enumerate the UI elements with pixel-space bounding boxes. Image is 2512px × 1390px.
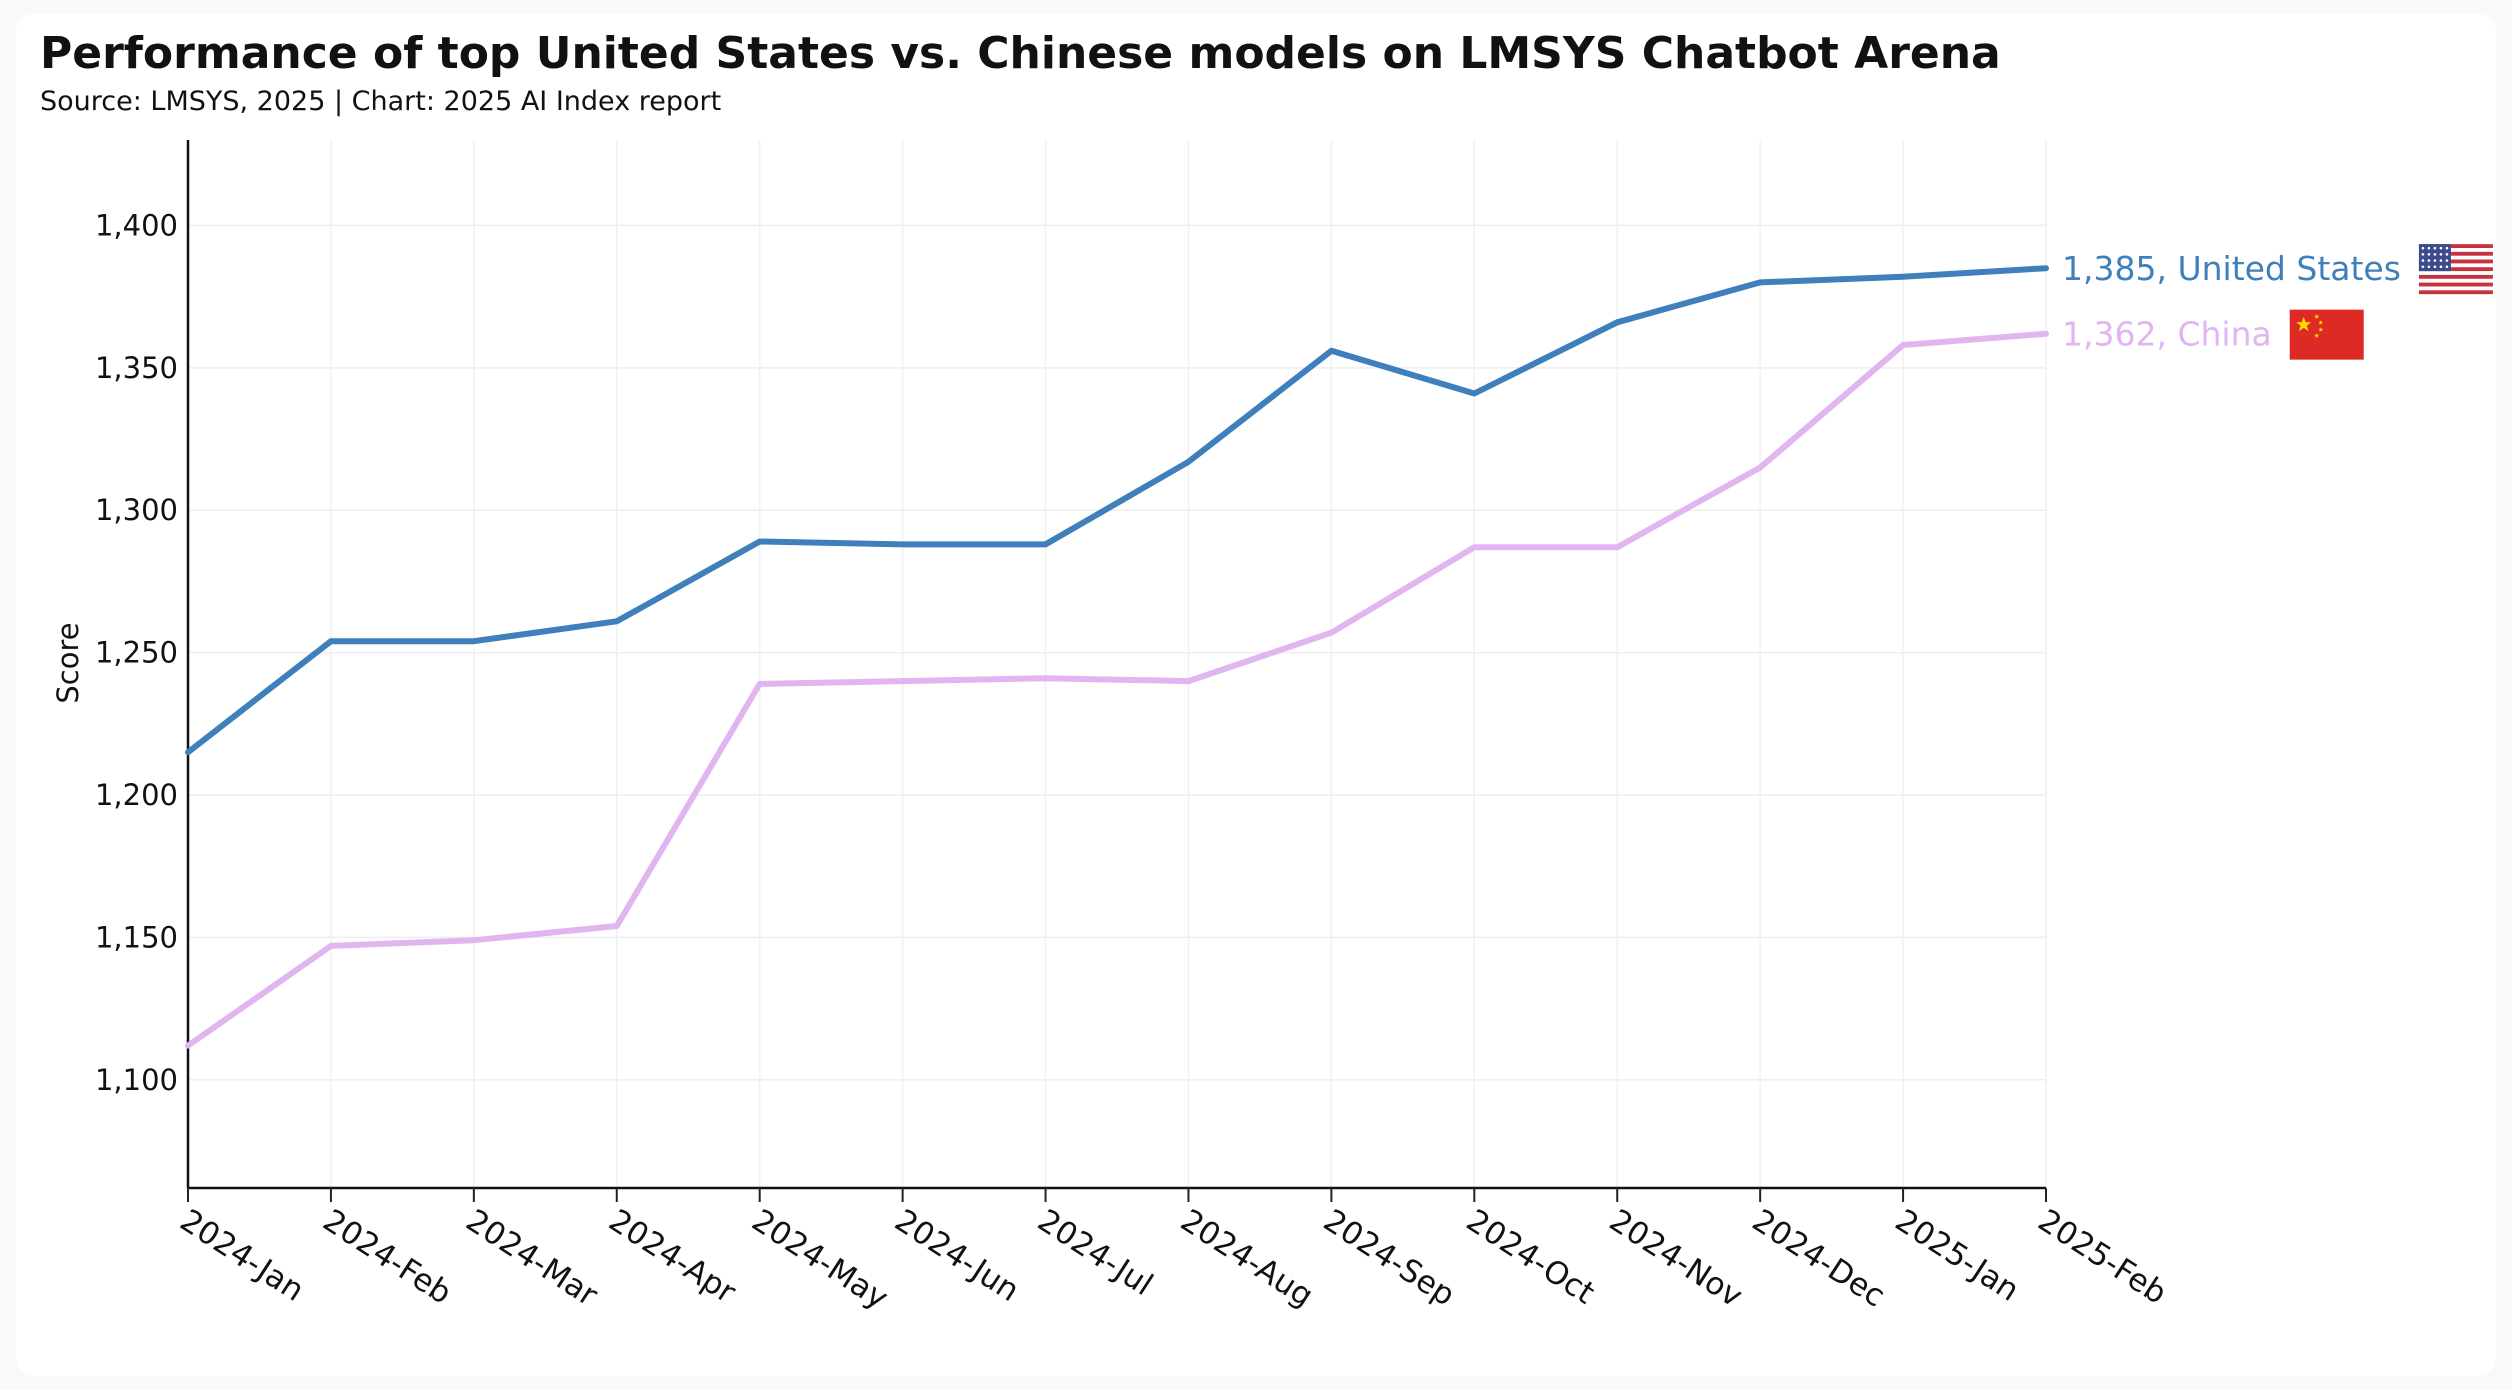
end-label-united-states: 1,385, United States	[2062, 249, 2401, 288]
x-tick-label: 2025-Feb	[2032, 1203, 2173, 1312]
x-tick-label: 2024-Jun	[888, 1203, 1025, 1310]
chart-card	[16, 14, 2496, 1376]
y-tick-label: 1,250	[95, 636, 178, 670]
series-line-united-states	[185, 265, 2049, 756]
y-tick-label: 1,100	[95, 1063, 178, 1097]
x-tick-label: 2024-Feb	[317, 1203, 458, 1312]
x-tick-label: 2024-Sep	[1317, 1203, 1461, 1314]
x-tick-label: 2024-Jul	[1031, 1203, 1159, 1304]
y-tick-label: 1,150	[95, 920, 178, 954]
y-axis-ticks: 1,100 1,150 1,200 1,250 1,300 1,350 1,400	[95, 208, 178, 1096]
axes	[186, 140, 2046, 1190]
series-lines	[185, 265, 2049, 1049]
x-tick-label: 2024-Aug	[1174, 1203, 1319, 1315]
end-labels: 1,385, United States 1,362, China	[2062, 244, 2493, 360]
y-tick-label: 1,350	[95, 351, 178, 385]
chart-subtitle: Source: LMSYS, 2025 | Chart: 2025 AI Ind…	[40, 86, 722, 117]
china-flag-icon	[2289, 309, 2364, 360]
x-tick-label: 2024-Mar	[459, 1203, 603, 1314]
x-tick-label: 2024-Oct	[1460, 1203, 1601, 1312]
x-tick-label: 2024-Nov	[1603, 1203, 1749, 1315]
x-tick-label: 2024-Jan	[174, 1203, 311, 1309]
y-axis-title: Score	[51, 622, 85, 703]
y-tick-label: 1,200	[95, 778, 178, 812]
chart-title: Performance of top United States vs. Chi…	[40, 28, 2001, 79]
series-line-china	[185, 330, 2049, 1049]
x-tick-label: 2024-Dec	[1746, 1203, 1891, 1315]
end-label-china: 1,362, China	[2062, 315, 2272, 354]
x-tick-label: 2024-May	[745, 1203, 894, 1317]
y-tick-label: 1,300	[95, 493, 178, 527]
y-tick-label: 1,400	[95, 208, 178, 242]
grid-lines	[187, 140, 2047, 1188]
x-tick-label: 2024-Apr	[602, 1203, 742, 1311]
x-tick-label: 2025-Jan	[1889, 1203, 2026, 1309]
us-flag-icon	[2418, 244, 2493, 295]
